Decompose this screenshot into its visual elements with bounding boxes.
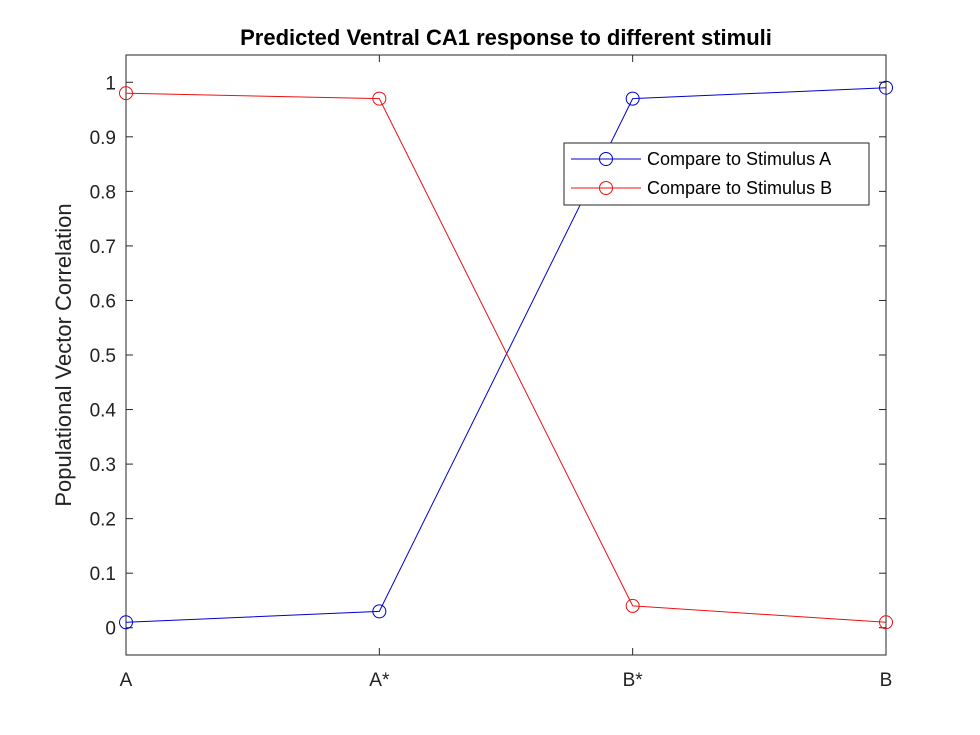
x-tick-label: B xyxy=(880,670,893,691)
x-tick-label: A* xyxy=(369,670,390,691)
legend-box xyxy=(563,142,870,206)
series-line xyxy=(125,92,887,623)
y-tick-label: 0.9 xyxy=(90,128,116,149)
data-point xyxy=(119,615,133,630)
y-tick-label: 0.7 xyxy=(90,237,116,258)
data-point xyxy=(879,80,893,95)
legend-label: Compare to Stimulus B xyxy=(647,178,832,198)
y-tick-label: 1 xyxy=(105,73,116,94)
y-axis-label: Populational Vector Correlation xyxy=(51,203,76,506)
data-point xyxy=(372,604,387,619)
series-2 xyxy=(119,86,893,630)
data-point xyxy=(372,91,387,106)
y-tick-label: 0.4 xyxy=(90,401,117,422)
data-point xyxy=(625,598,640,613)
y-tick-label: 0.6 xyxy=(90,291,116,312)
y-tick-label: 0 xyxy=(105,619,116,640)
y-tick-label: 0.1 xyxy=(90,564,116,585)
x-tick-label: B* xyxy=(623,670,644,691)
data-point xyxy=(119,86,133,101)
legend: Compare to Stimulus A Compare to Stimulus… xyxy=(563,142,870,206)
data-point xyxy=(625,91,640,106)
legend-swatch-marker xyxy=(599,152,613,166)
x-tick-label: A xyxy=(120,670,133,691)
data-point xyxy=(879,615,893,630)
series-line xyxy=(125,87,887,623)
y-tick-label: 0.5 xyxy=(90,346,116,367)
series-1 xyxy=(119,80,893,630)
y-tick-label: 0.8 xyxy=(90,182,116,203)
legend-label: Compare to Stimulus A xyxy=(647,149,831,169)
legend-swatch-marker xyxy=(599,181,613,195)
y-tick-label: 0.2 xyxy=(90,510,116,531)
y-tick-label: 0.3 xyxy=(90,455,116,476)
chart-title: Predicted Ventral CA1 response to differ… xyxy=(240,25,772,50)
